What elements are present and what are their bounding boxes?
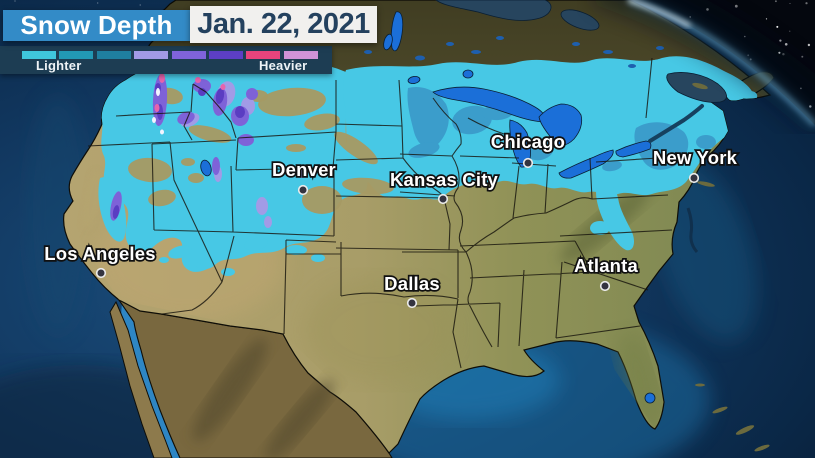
- lake-okeechobee: [644, 392, 656, 404]
- baja-california: [109, 300, 173, 458]
- city-denver: Denver: [270, 157, 337, 196]
- city-dallas: Dallas: [382, 271, 441, 309]
- page-title: Snow Depth: [3, 10, 190, 41]
- city-label-denver: Denver: [272, 159, 336, 180]
- legend-heavier-label: Heavier: [259, 58, 308, 73]
- snow-west-blob: [100, 62, 368, 272]
- long-island: [697, 181, 715, 187]
- state-borders: [87, 57, 673, 369]
- hudson-james-bay: [435, 0, 552, 21]
- st-lawrence-river: [648, 104, 704, 143]
- lake-winnipeg: [390, 11, 404, 52]
- city-dot-kansas-city: [437, 193, 449, 205]
- lake-huron: [538, 103, 583, 146]
- lake-erie: [558, 149, 614, 179]
- legend-swatch: [22, 51, 56, 59]
- legend-swatch-row: [22, 51, 318, 59]
- city-label-new-york: New York: [653, 147, 738, 168]
- city-dot-atlanta: [599, 280, 611, 292]
- chesapeake-bay: [686, 207, 699, 253]
- city-new-york: New York: [651, 145, 739, 184]
- legend-swatch: [134, 51, 169, 59]
- city-dot-new-york: [688, 172, 700, 184]
- bahamas-islands: [695, 383, 770, 452]
- legend-swatch: [59, 51, 94, 59]
- legend-swatch: [283, 51, 318, 59]
- city-markers: Los Angeles Denver Kansas City Chicago D…: [43, 129, 739, 309]
- date-badge: Jan. 22, 2021: [190, 6, 377, 43]
- title-text: Snow Depth: [20, 10, 173, 40]
- city-label-atlanta: Atlanta: [574, 255, 639, 276]
- legend-swatch: [246, 51, 281, 59]
- city-dot-denver: [297, 184, 309, 196]
- snow-gaps: [128, 87, 394, 214]
- snow-moderate-patches: [407, 86, 716, 172]
- city-dot-los-angeles: [95, 267, 107, 279]
- legend: Lighter Heavier: [0, 46, 332, 74]
- date-text: Jan. 22, 2021: [197, 8, 370, 40]
- city-atlanta: Atlanta: [572, 253, 640, 292]
- space-region: [630, 0, 815, 125]
- city-dot-dallas: [406, 297, 418, 309]
- great-salt-lake: [200, 159, 212, 177]
- city-dot-chicago: [522, 157, 534, 169]
- lake-ontario: [615, 140, 652, 158]
- legend-swatch: [171, 51, 206, 59]
- legend-swatch: [96, 51, 131, 59]
- city-chicago: Chicago: [489, 129, 567, 169]
- city-label-chicago: Chicago: [491, 131, 565, 152]
- city-label-kansas-city: Kansas City: [390, 169, 499, 190]
- city-kansas-city: Kansas City: [388, 167, 500, 205]
- mexico-terrain: [192, 338, 335, 458]
- legend-lighter-label: Lighter: [36, 58, 82, 73]
- atmosphere-limb: [591, 0, 815, 139]
- limb-highlight: [627, 0, 691, 28]
- city-los-angeles: Los Angeles: [43, 241, 157, 279]
- legend-swatch: [208, 51, 243, 59]
- city-label-dallas: Dallas: [384, 273, 440, 294]
- city-label-los-angeles: Los Angeles: [44, 243, 156, 264]
